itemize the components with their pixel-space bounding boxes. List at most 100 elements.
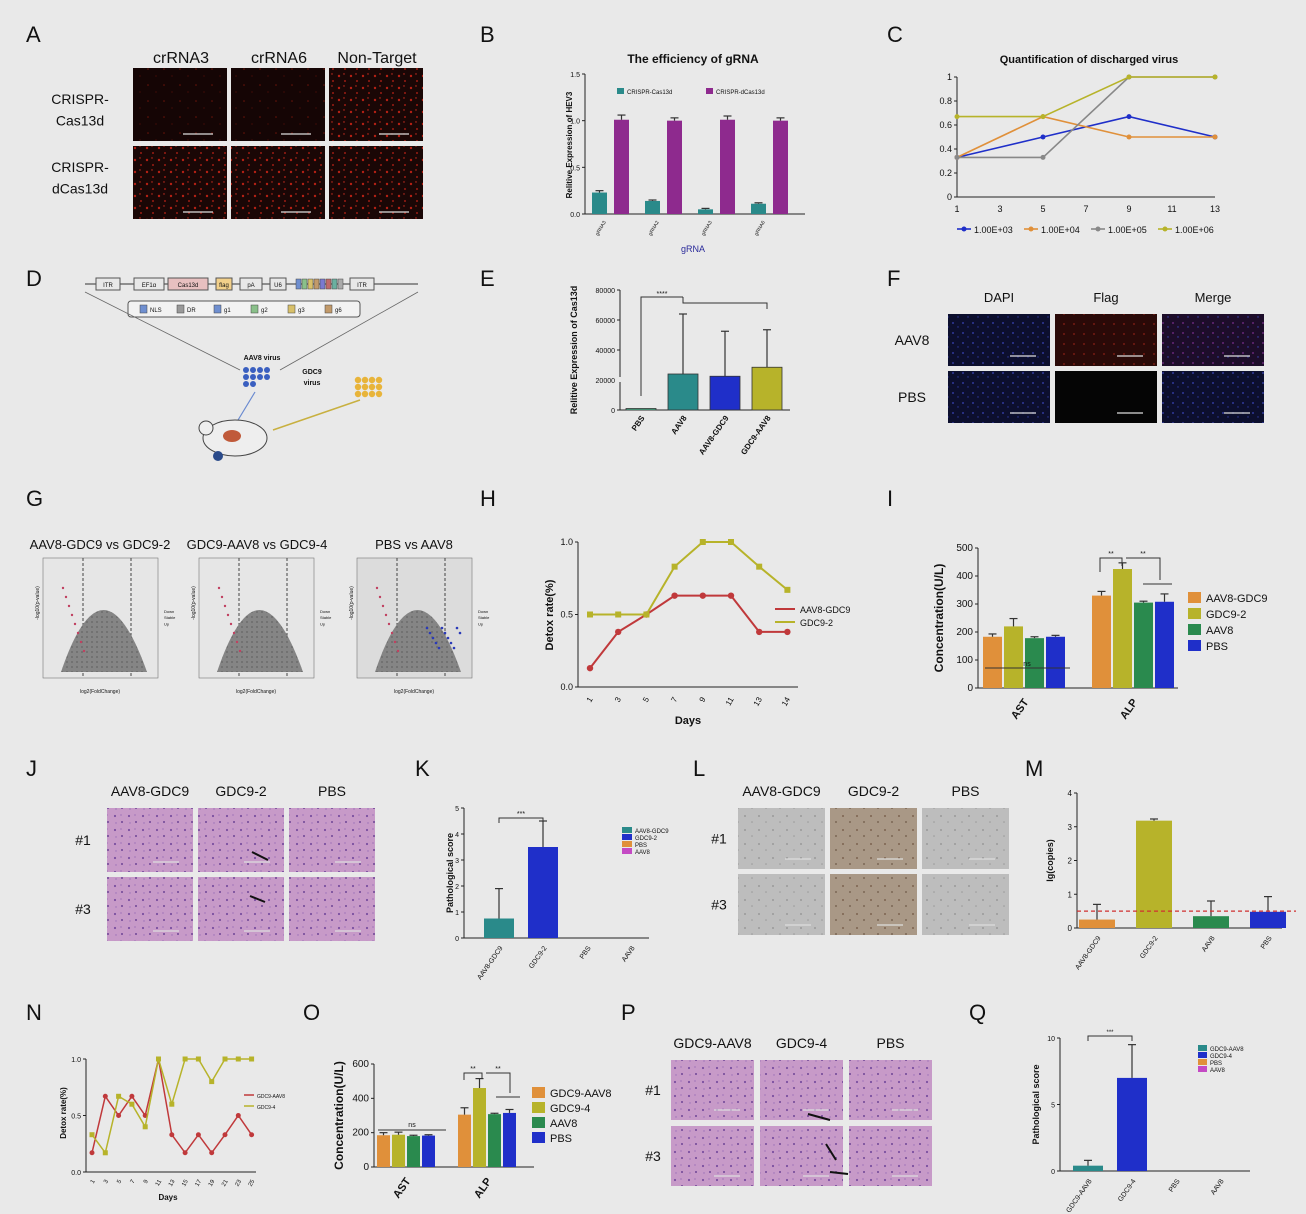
panel-l-col-label: AAV8-GDC9 [742,783,821,799]
panel-n-ytick-label: 0.0 [71,1170,81,1177]
panel-e-bar [667,373,699,411]
panel-l-row-label: #3 [711,897,727,913]
panel-k-ytick-label: 2 [455,884,459,891]
panel-d-construct-element [95,277,121,291]
panel-j-micrograph [198,808,284,872]
panel-i-legend-label: GDC9-2 [1206,609,1246,621]
panel-q-ytick-label: 10 [1047,1036,1055,1043]
panel-n-point [129,1093,135,1099]
panel-j-micrograph [107,808,193,872]
panel-p-row-label: #3 [645,1148,661,1164]
panel-a: crRNA3 crRNA6 Non-Target CRISPR-Cas13d CRISP… [51,50,423,219]
panel-i-ytick-label: 200 [956,627,973,638]
panel-k-sig-label: *** [517,811,525,818]
panel-j-micrograph [107,877,193,941]
panel-i-legend-swatch [1188,624,1201,635]
panel-k-legend-swatch [622,834,632,840]
panel-h-point [784,628,791,636]
panel-c-series-line [957,76,1215,118]
panel-m-bar [1250,911,1286,928]
panel-o-sig-label: ** [495,1066,501,1073]
panel-m: 0 1 2 3 4 lg(copies) AAV8-GDC9 GDC9-2 AAV8 PBS [1045,789,1296,971]
panel-q-legend-label: GDC9-4 [1210,1054,1233,1060]
panel-d-gdc9-particle [375,383,383,391]
panel-a-col-label: crRNA3 [153,50,209,67]
panel-b-x-tick-label: gRNA3 [594,220,607,237]
panel-b-ytick-label: 0.5 [570,165,580,172]
panel-d-aav8-particle [250,367,256,373]
panel-p: GDC9-AAV8 GDC9-4 PBS #1 #3 [645,1035,932,1186]
panel-h-x-tick-label: 1 [585,695,595,704]
panel-f-micrograph [1055,371,1157,423]
panel-h-point [784,586,791,593]
panel-h-point [756,628,763,636]
panel-h-x-tick-label: 7 [669,695,679,704]
panel-o-bar [503,1112,516,1167]
panel-n-point [195,1056,201,1062]
panel-d-guide-array-cell [337,278,344,290]
panel-d-guide-array-cell [331,278,338,290]
panel-q-x-tick-label: PBS [1168,1178,1182,1194]
panel-m-ytick-label: 0 [1068,924,1073,933]
panel-d-zoom-line [84,291,241,371]
panel-g-down-point [67,604,71,608]
panel-i-bar [983,636,1002,688]
panel-d-legend-label: g1 [224,308,231,314]
panel-g-up-point [458,631,462,635]
panel-m-bar [1136,820,1172,928]
panel-d-legend-swatch [139,304,148,314]
panel-a-micrograph [329,146,423,219]
panel-d-construct-element [133,277,165,291]
panel-m-bar [1193,916,1229,928]
panel-g-down-point [73,622,77,626]
panel-m-x-tick-label: AAV8-GDC9 [1074,935,1102,971]
panel-d-aav8-particle [257,374,263,380]
panel-h-y-label: Detox rate(%) [544,579,556,650]
panel-j-row-label: #3 [75,901,91,917]
panel-o-bar [392,1134,405,1167]
panel-g-y-label: -log10(p-value) [191,586,197,620]
panel-k-ytick-label: 0 [455,936,459,943]
panel-c-legend-label: 1.00E+04 [1041,225,1080,235]
panel-q-ytick-label: 0 [1051,1169,1055,1176]
panel-m-ytick-label: 3 [1068,823,1073,832]
panel-h-x-tick-label: 13 [752,695,765,708]
panel-k-bar [528,847,558,938]
panel-letter-b: B [480,22,495,47]
panel-h-legend-label: GDC9-2 [800,618,833,628]
panel-h-ytick-label: 0.0 [560,682,573,692]
panel-d-gdc9-particle [368,390,376,398]
panel-b-bar [667,120,682,214]
panel-d-gdc9-label: GDC9 virus [302,369,322,387]
panel-i-bar [1134,602,1153,688]
panel-n-point [235,1056,241,1062]
panel-j-col-label: AAV8-GDC9 [111,783,190,799]
panel-n-x-tick-label: 11 [155,1178,164,1187]
panel-i-legend-label: AAV8 [1206,625,1233,637]
panel-c-ytick-label: 0.2 [939,168,952,178]
panel-i-ytick-label: 400 [956,571,973,582]
panel-o-bar [422,1135,435,1167]
panel-letter-p: P [621,1000,636,1025]
panel-letter-f: F [887,266,900,291]
panel-k-legend-label: PBS [635,843,647,849]
panel-d-mouse-marker [213,451,223,461]
panel-g-down-point [82,649,86,653]
panel-g-down-point [393,640,397,644]
panel-d-guide-array-cell [301,278,308,290]
panel-k-ytick-label: 4 [455,832,459,839]
panel-g-down-point [70,613,74,617]
panel-d-legend-swatch [287,304,296,314]
panel-o-ytick-label: 400 [352,1093,369,1104]
panel-b-bar [773,120,788,214]
panel-o: 0 200 400 600 Concentration(U/L) AST ALP GDC9-A… [332,1059,612,1201]
panel-b-bar [614,119,629,214]
panel-g-down-point [387,622,391,626]
panel-d-construct-element [269,277,287,291]
panel-c-point [1212,74,1218,80]
panel-letter-g: G [26,486,43,511]
panel-b-bar [592,192,607,214]
panel-k-ytick-label: 5 [455,806,459,813]
panel-a-col-label: Non-Target [337,50,417,67]
